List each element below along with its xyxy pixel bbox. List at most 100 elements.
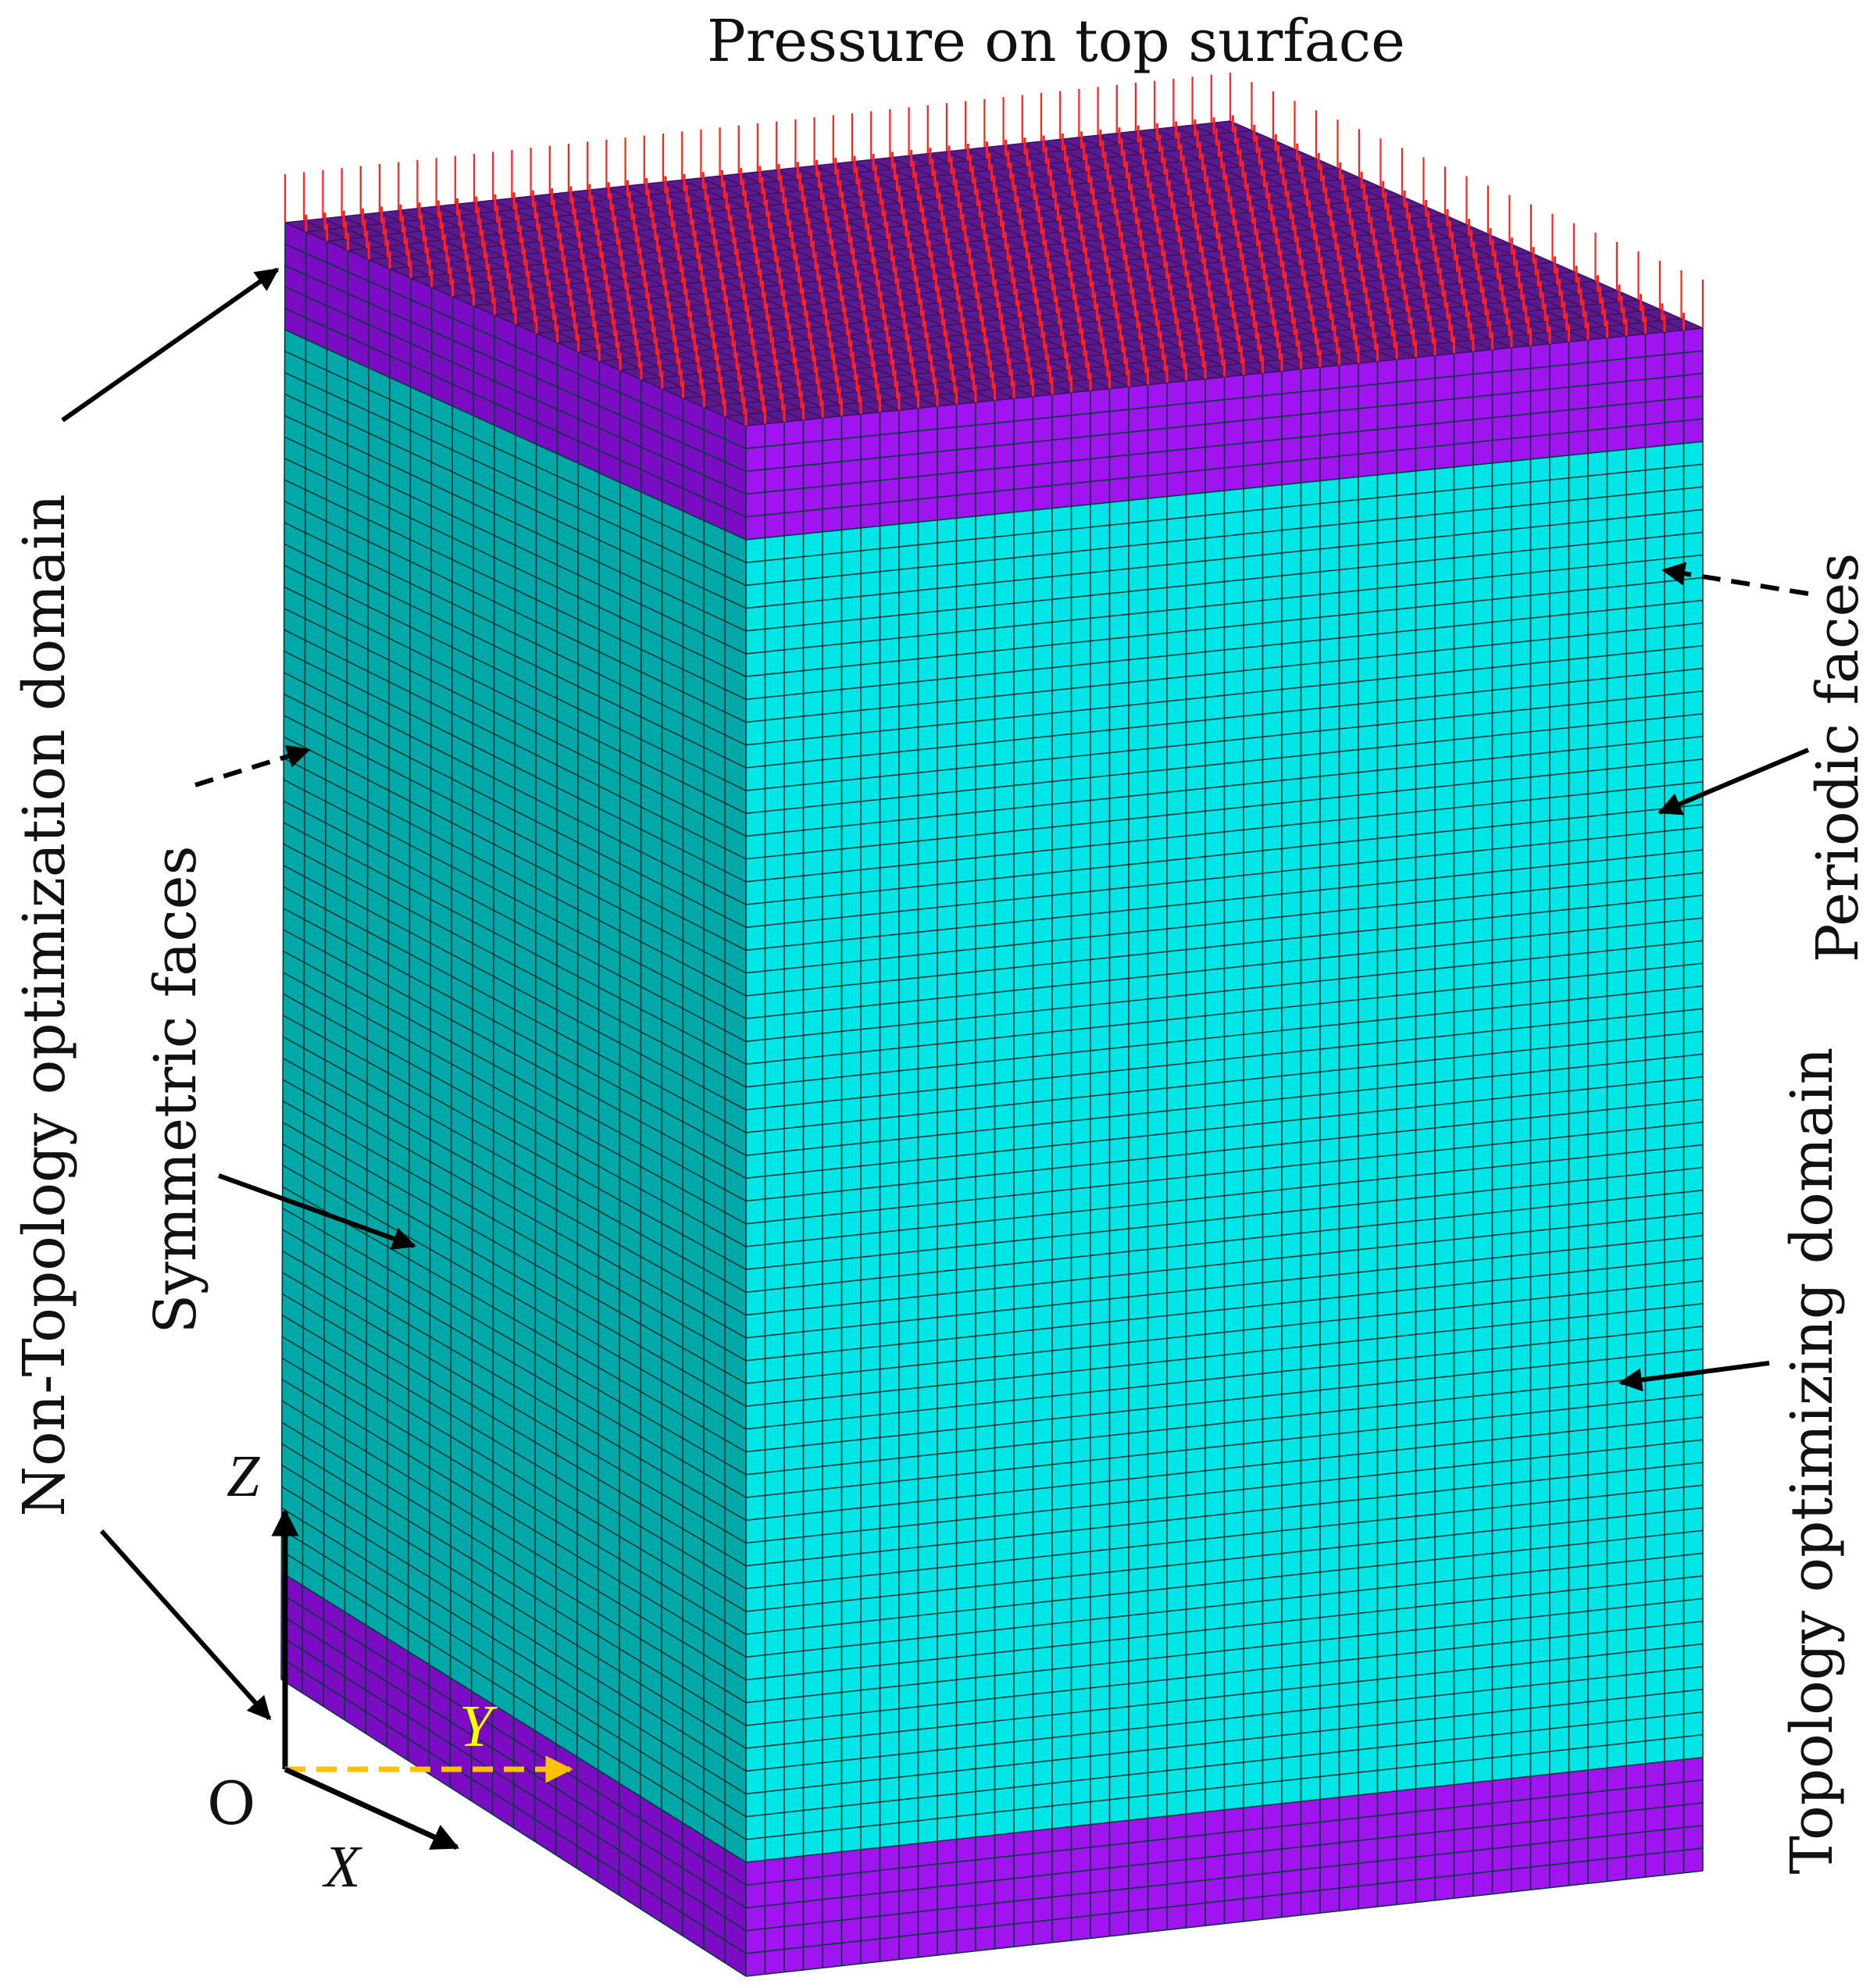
top-mesh-line [348, 148, 1295, 252]
front-face-mesh-row [745, 1166, 1704, 1270]
front-face-mesh-row [745, 1847, 1704, 1954]
side-face-mesh-row [284, 586, 747, 814]
side-face-mesh-row [281, 1422, 747, 1704]
mesh-block [280, 73, 1704, 1977]
side-face-mesh-row [284, 393, 747, 609]
side-face-mesh-row [284, 415, 747, 632]
side-face-mesh-row [281, 1507, 747, 1795]
front-face-mesh-row [745, 735, 1704, 837]
front-face-mesh-row [745, 1121, 1704, 1225]
front-face-mesh-row [745, 531, 1704, 632]
front-face-mesh-row [745, 667, 1704, 769]
side-face-mesh-row [283, 715, 747, 951]
front-face-mesh-row [745, 1280, 1704, 1384]
side-face-mesh-row [280, 1636, 747, 1932]
non-topology-label: Non-Topology optimization domain [11, 494, 78, 1516]
x-axis-label: X [322, 1834, 362, 1900]
side-face-mesh-row [283, 950, 747, 1202]
side-face-mesh-row [284, 436, 747, 655]
side-face-mesh-row [284, 543, 747, 769]
side-face-mesh-row [284, 457, 747, 677]
front-face-mesh-row [745, 373, 1704, 473]
front-face-mesh-row [745, 690, 1704, 791]
front-face-mesh-row [745, 917, 1704, 1019]
side-face-mesh-row [283, 757, 747, 997]
front-face-mesh-row [745, 826, 1704, 929]
front-face-mesh-row [745, 1234, 1704, 1339]
side-face-mesh-row [284, 372, 747, 587]
front-face-mesh-row [745, 1008, 1704, 1111]
front-face-mesh-row [745, 1098, 1704, 1202]
front-face-mesh-row [745, 1597, 1704, 1704]
side-face-mesh-row [280, 1593, 747, 1886]
side-face-mesh-row [284, 329, 747, 541]
front-face-mesh-row [745, 849, 1704, 951]
front-face-mesh-row [745, 441, 1704, 541]
front-face-mesh-row [745, 1144, 1704, 1247]
callout-arrows [61, 267, 1810, 1721]
side-face-mesh-row [281, 1465, 747, 1749]
front-face-mesh-row [745, 962, 1704, 1065]
front-face-mesh-row [745, 1462, 1704, 1567]
side-face-mesh-row [282, 1207, 747, 1476]
pressure-arrows [284, 73, 1704, 426]
front-face-mesh-row [745, 463, 1704, 563]
top-mesh-line [369, 158, 1317, 260]
front-face-mesh-row [745, 712, 1704, 815]
front-face-mesh-row [745, 599, 1704, 701]
side-face-mesh-row [282, 1100, 747, 1362]
front-face-mesh-row [745, 894, 1704, 997]
front-face-mesh-row [745, 804, 1704, 905]
symmetric-arrow-dashed [194, 744, 311, 787]
side-face-mesh-row [280, 1657, 747, 1954]
side-face-mesh-row [282, 1143, 747, 1407]
side-face-mesh-row [281, 1357, 747, 1635]
side-face-mesh-row [281, 1550, 747, 1840]
front-face-mesh-row [745, 1030, 1704, 1133]
side-face-middle [281, 330, 746, 1863]
topology-domain-label: Topology optimizing domain [1779, 1048, 1846, 1875]
side-face-mesh-row [284, 672, 747, 905]
side-face-mesh-row [281, 1486, 747, 1772]
side-face-mesh-row [282, 1015, 747, 1270]
front-face-mesh-row [745, 1802, 1704, 1909]
front-face-mesh-row [745, 1870, 1704, 1977]
top-mesh-line [578, 252, 1532, 353]
side-face-mesh-row [283, 865, 747, 1111]
periodic-arrow-dashed [1661, 562, 1809, 596]
front-face-mesh-row [745, 486, 1704, 587]
side-face-mesh-row [282, 993, 747, 1247]
front-face-mesh-row [745, 1303, 1704, 1408]
side-face-mesh-row [283, 907, 747, 1156]
side-face-mesh-row [282, 1165, 747, 1430]
side-face-mesh-row [281, 1443, 747, 1726]
origin-label: O [207, 1768, 255, 1838]
front-face-mesh-row [745, 1575, 1704, 1681]
x-axis [284, 1766, 460, 1851]
front-face-mesh-row [745, 940, 1704, 1042]
coordinate-axes: Z Y X O [207, 1444, 573, 1900]
front-face-mesh-row [745, 1665, 1704, 1772]
side-face-mesh-row [284, 607, 747, 837]
side-face-mesh-row [281, 1379, 747, 1658]
front-face-mesh-row [745, 1212, 1704, 1316]
side-face-mesh-row [283, 800, 747, 1042]
top-mesh-line [599, 261, 1553, 362]
side-face-mesh-row [281, 1272, 747, 1544]
front-face-mesh-row [745, 1688, 1704, 1795]
front-face-mesh-row [745, 1439, 1704, 1544]
side-face-mesh-row [283, 843, 747, 1088]
side-face-mesh-row [282, 1122, 747, 1384]
front-face-mesh-row [745, 1733, 1704, 1840]
front-face-mesh-row [745, 1348, 1704, 1453]
topology-arrow [1618, 1361, 1770, 1392]
side-face-mesh-row [284, 479, 747, 701]
side-face-mesh-row [281, 1529, 747, 1818]
symmetric-side-face [280, 222, 747, 1977]
front-face-mesh-row [745, 1529, 1704, 1635]
non-topology-arrow-top [61, 267, 280, 423]
front-face-mesh-row [745, 1394, 1704, 1498]
side-face-mesh-row [284, 650, 747, 883]
periodic-faces-label: Periodic faces [1804, 553, 1870, 963]
front-face-mesh-row [745, 1711, 1704, 1818]
